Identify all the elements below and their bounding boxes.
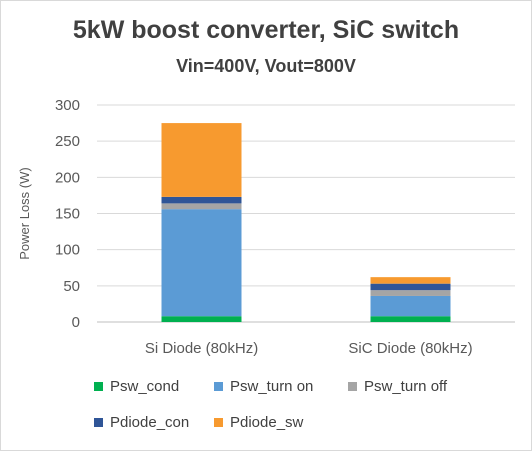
legend-label: Psw_turn on <box>230 378 314 395</box>
y-tick-label: 200 <box>55 169 80 186</box>
y-tick-label: 50 <box>63 278 80 295</box>
legend-swatch <box>94 418 103 427</box>
y-axis-label: Power Loss (W) <box>17 167 32 259</box>
legend-swatch <box>214 382 223 391</box>
legend-swatch <box>214 418 223 427</box>
chart-title: 5kW boost converter, SiC switch <box>72 16 460 44</box>
bar-segment <box>161 123 242 197</box>
bar-segment <box>161 209 242 317</box>
x-tick-label: Si Diode (80kHz) <box>145 340 258 357</box>
legend-item: Psw_cond <box>94 378 179 395</box>
legend-item: Pdiode_sw <box>214 414 303 431</box>
chart-subtitle: Vin=400V, Vout=800V <box>176 56 356 76</box>
x-tick-label: SiC Diode (80kHz) <box>348 340 472 357</box>
legend-item: Psw_turn on <box>214 378 313 395</box>
bar-segment <box>161 196 242 204</box>
legend-item: Psw_turn off <box>348 378 447 395</box>
legend-swatch <box>348 382 357 391</box>
bar-segment <box>370 316 451 322</box>
legend-swatch <box>94 382 103 391</box>
legend-item: Pdiode_con <box>94 414 189 431</box>
legend-label: Pdiode_con <box>110 414 190 431</box>
legend-label: Pdiode_sw <box>230 414 304 431</box>
y-tick-label: 150 <box>55 206 80 223</box>
y-tick-label: 250 <box>55 133 80 150</box>
bar-segment <box>370 295 451 317</box>
bar-segment <box>370 290 451 296</box>
bar-segment <box>161 203 242 210</box>
bar-segment <box>161 316 242 322</box>
bar-segment <box>370 283 451 291</box>
legend-label: Psw_cond <box>110 378 180 395</box>
legend-label: Psw_turn off <box>364 378 448 395</box>
bar-segment <box>370 277 451 284</box>
y-tick-label: 0 <box>72 314 80 331</box>
y-tick-label: 300 <box>55 97 80 114</box>
y-tick-label: 100 <box>55 242 80 259</box>
